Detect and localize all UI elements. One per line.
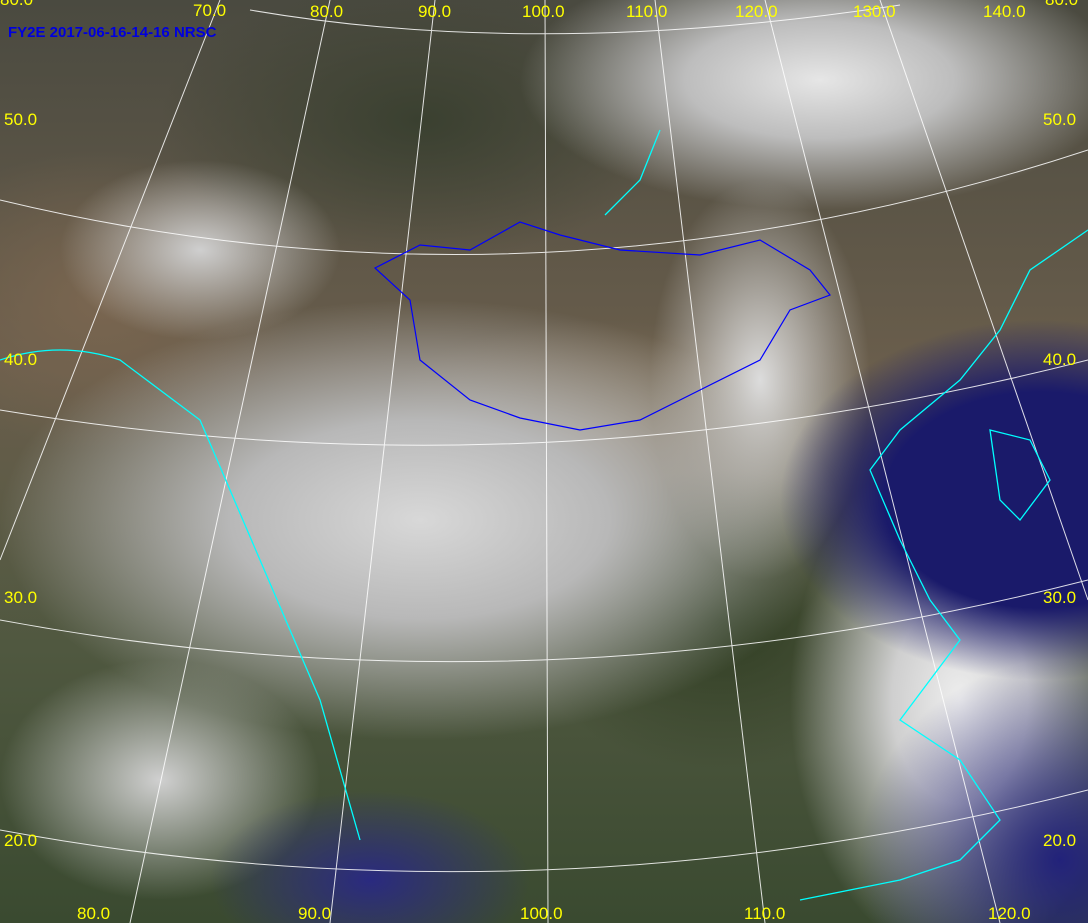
top-longitude-label: 80.0 [0, 0, 33, 8]
left-latitude-label: 40.0 [4, 350, 38, 369]
latitude-line-20 [0, 789, 1088, 873]
right-latitude-label: 50.0 [1043, 110, 1077, 129]
latitude-line-30 [0, 579, 1088, 663]
right-latitude-label: 20.0 [1043, 831, 1077, 850]
left-latitude-label: 20.0 [4, 831, 38, 850]
latitude-line-40 [0, 359, 1088, 446]
top-longitude-label: 120.0 [735, 2, 778, 21]
right-latitude-label: 30.0 [1043, 588, 1077, 607]
right-latitude-label: 40.0 [1043, 350, 1077, 369]
bottom-longitude-label: 110.0 [744, 904, 786, 923]
top-longitude-label: 70.0 [193, 1, 227, 20]
top-longitude-label: 140.0 [983, 2, 1026, 21]
mongolia-border [373, 221, 831, 431]
top-longitude-label: 130.0 [853, 2, 896, 21]
top-longitude-label: 80.0 [310, 2, 344, 21]
coastlines [0, 129, 1088, 901]
longitude-line-110 [654, 0, 766, 923]
latitude-line-50 [0, 149, 1088, 255]
bottom-longitude-label: 100.0 [520, 904, 563, 923]
longitude-line-80 [129, 0, 331, 923]
longitude-line-90 [329, 0, 436, 923]
longitude-line-100 [544, 0, 549, 923]
satellite-title: FY2E 2017-06-16-14-16 NRSC [8, 24, 217, 41]
bottom-longitude-label: 80.0 [77, 904, 111, 923]
top-longitude-label: 80.0 [1045, 0, 1078, 8]
bottom-longitude-label: 120.0 [988, 904, 1031, 923]
bottom-longitude-label: 90.0 [298, 904, 332, 923]
top-longitude-label: 100.0 [522, 2, 565, 21]
longitude-line-120 [764, 0, 1001, 923]
longitude-line-70 [0, 0, 221, 561]
longitude-line-130 [879, 0, 1088, 601]
left-latitude-label: 50.0 [4, 110, 38, 129]
latitude-line-60 [249, 4, 901, 35]
top-longitude-label: 90.0 [418, 2, 452, 21]
left-latitude-label: 30.0 [4, 588, 38, 607]
top-longitude-label: 110.0 [626, 2, 668, 21]
